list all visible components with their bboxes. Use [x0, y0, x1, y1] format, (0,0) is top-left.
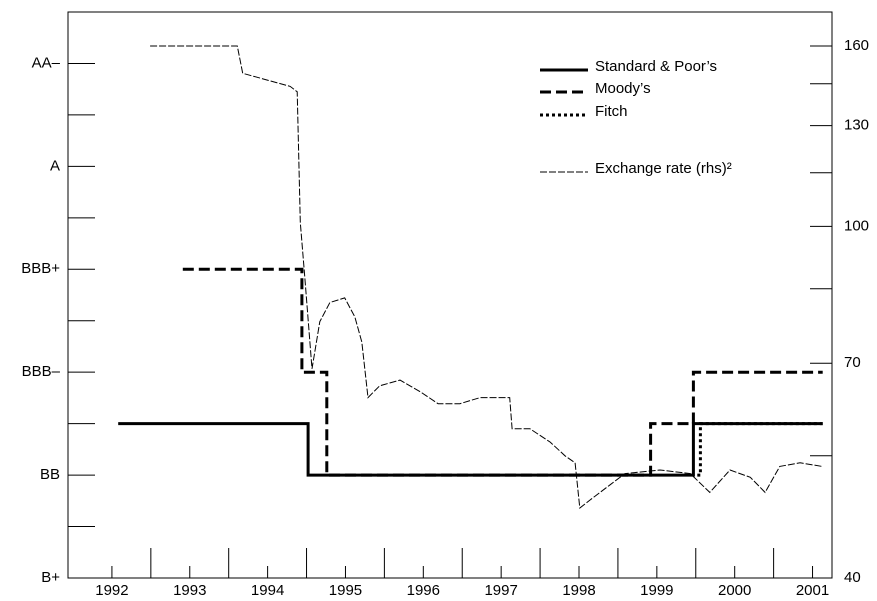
series-line: [697, 422, 823, 477]
x-tick-label: 2000: [718, 582, 751, 599]
y-tick-label: B+: [41, 569, 60, 586]
x-tick-label: 1997: [484, 582, 517, 599]
x-tick-label: 1994: [251, 582, 284, 599]
series-line: [118, 422, 823, 477]
x-tick-label: 1999: [640, 582, 673, 599]
plot-frame: [67, 11, 833, 579]
x-tick-label: 1992: [95, 582, 128, 599]
y2-tick-label: 100: [844, 217, 869, 234]
y-tick-label: A: [50, 157, 60, 174]
x-tick-label: 1998: [562, 582, 595, 599]
x-tick-label: 2001: [796, 582, 829, 599]
x-tick-label: 1996: [407, 582, 440, 599]
y2-tick-label: 70: [844, 354, 861, 371]
y2-tick-label: 130: [844, 117, 869, 134]
legend-label: Fitch: [595, 103, 628, 120]
legend-label: Exchange rate (rhs)²: [595, 160, 732, 177]
y2-tick-label: 40: [844, 569, 861, 586]
y-tick-label: AA–: [32, 54, 61, 71]
y-tick-label: BBB–: [22, 363, 61, 380]
y-tick-label: BB: [40, 466, 60, 483]
y2-tick-label: 160: [844, 37, 869, 54]
legend-label: Standard & Poor’s: [595, 58, 717, 75]
series-line: [182, 267, 823, 477]
x-tick-label: 1993: [173, 582, 206, 599]
legend-label: Moody’s: [595, 80, 651, 97]
y-tick-label: BBB+: [21, 260, 60, 277]
series-line: [150, 45, 822, 509]
x-tick-label: 1995: [329, 582, 362, 599]
